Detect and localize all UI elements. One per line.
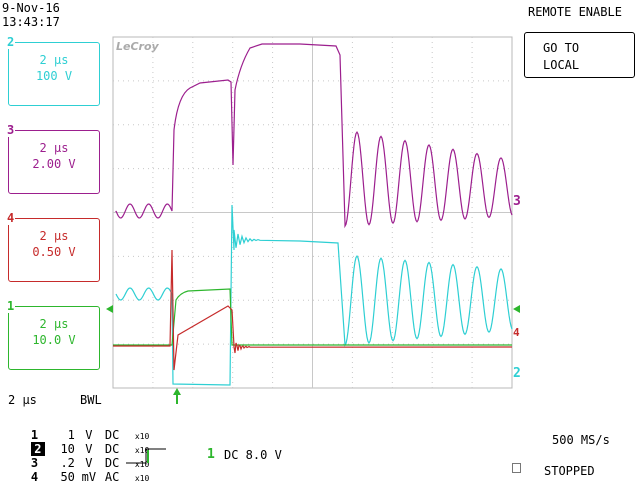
row-unit: V: [85, 428, 93, 442]
row-probe: x10: [134, 446, 150, 455]
channel-1-offset-marker-icon[interactable]: [106, 305, 113, 313]
sample-rate: 500 MS/s: [552, 433, 610, 447]
row-volts: 1: [67, 428, 75, 442]
remote-status: REMOTE ENABLE: [528, 5, 622, 19]
channel-2-trace: [115, 204, 513, 386]
row-channel-number: 4: [30, 470, 39, 484]
channel-settings-table: 1 1 V DC x10 2 10 V DC x10 3.2 V DC x10 4 50 mV AC x10: [0, 414, 153, 484]
row-volts: .2: [60, 456, 75, 470]
row-channel-number: 2: [30, 442, 45, 456]
row-probe: x10: [134, 432, 150, 441]
channel-2-timebase: 2 µs: [39, 53, 69, 67]
channel-2-scale: 100 V: [35, 69, 73, 83]
graticule-grid: [113, 37, 512, 388]
trigger-channel: 1: [207, 447, 215, 462]
row-channel-number: 1: [28, 428, 49, 442]
channel-settings-row: 3 .2 V DC x10: [0, 442, 153, 470]
channel-settings-row: 1 1 V DC x10: [0, 414, 153, 442]
trace-2-label: 2: [513, 366, 521, 381]
row-unit: V: [85, 442, 93, 456]
row-unit: V: [85, 456, 93, 470]
channel-1-scale: 10.0 V: [32, 333, 76, 347]
local-label: LOCAL: [543, 58, 580, 72]
channel-1-box[interactable]: 1 2 µs 10.0 V: [6, 299, 100, 370]
go-to-local-button[interactable]: GO TO LOCAL: [524, 32, 635, 78]
traces-group: [113, 43, 513, 386]
channel-1-trace: [113, 288, 512, 346]
date-label: 9-Nov-16: [2, 1, 60, 15]
trigger-level-icon[interactable]: [513, 305, 520, 313]
acquisition-status: STOPPED: [544, 464, 595, 478]
go-to-label: GO TO: [543, 41, 580, 55]
channel-4-timebase: 2 µs: [39, 229, 69, 243]
channel-4-box[interactable]: 4 2 µs 0.50 V: [6, 211, 100, 282]
row-coupling: DC: [104, 442, 120, 456]
summary-timebase: 2 µs: [8, 393, 37, 407]
trace-3-label: 3: [513, 194, 521, 209]
channel-2-number: 2: [6, 35, 16, 49]
channel-3-timebase: 2 µs: [39, 141, 69, 155]
channel-4-scale: 0.50 V: [32, 245, 76, 259]
trace-4-label: 4: [513, 326, 520, 339]
row-coupling: DC: [104, 428, 120, 442]
brand-logo: LeCroy: [116, 40, 159, 53]
trigger-position-icon[interactable]: [173, 388, 181, 404]
channel-3-box[interactable]: 3 2 µs 2.00 V: [6, 123, 100, 194]
channel-3-number: 3: [6, 123, 16, 137]
row-probe: x10: [134, 474, 150, 483]
channel-1-timebase: 2 µs: [39, 317, 69, 331]
channel-2-box[interactable]: 2 2 µs 100 V: [6, 35, 100, 106]
row-unit: mV: [81, 470, 97, 484]
status-indicator-icon: [512, 463, 521, 473]
trigger-edge-icon: [126, 448, 166, 464]
channel-3-scale: 2.00 V: [32, 157, 76, 171]
row-probe: x10: [134, 460, 150, 469]
row-volts: 10: [60, 442, 75, 456]
trigger-setting: DC 8.0 V: [224, 448, 282, 462]
row-coupling: DC: [104, 456, 120, 470]
channel-4-number: 4: [6, 211, 16, 225]
waveform-display[interactable]: [0, 0, 640, 480]
row-coupling: AC: [104, 470, 120, 484]
summary-bwl: BWL: [80, 393, 102, 407]
channel-settings-row: 2 10 V DC x10: [0, 428, 153, 456]
channel-1-number: 1: [6, 299, 16, 313]
row-volts: 50: [60, 470, 75, 484]
channel-4-trace: [113, 249, 513, 371]
time-label: 13:43:17: [2, 15, 60, 29]
row-channel-number: 3: [30, 456, 39, 470]
channel-3-trace: [115, 43, 513, 229]
